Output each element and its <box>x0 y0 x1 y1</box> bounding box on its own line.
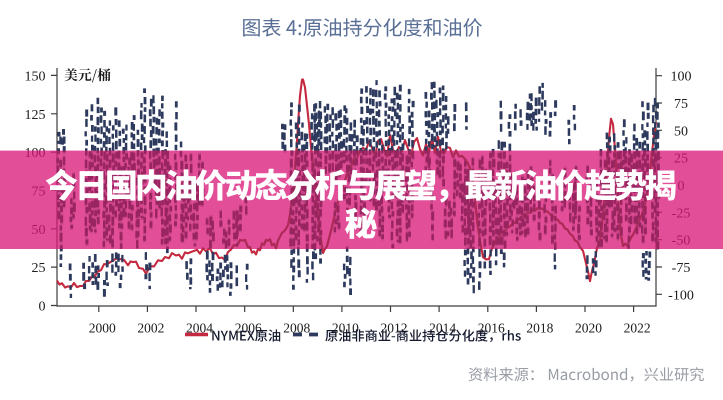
svg-text:2008: 2008 <box>283 321 310 336</box>
svg-text:-75: -75 <box>672 261 691 276</box>
svg-text:2002: 2002 <box>137 321 164 336</box>
svg-text:150: 150 <box>25 69 46 84</box>
svg-text:2020: 2020 <box>575 321 602 336</box>
svg-text:-100: -100 <box>668 288 694 303</box>
svg-text:2012: 2012 <box>381 321 408 336</box>
svg-text:2010: 2010 <box>332 321 359 336</box>
svg-text:125: 125 <box>25 108 46 123</box>
svg-text:75: 75 <box>674 97 688 112</box>
svg-text:2006: 2006 <box>235 321 262 336</box>
svg-text:2000: 2000 <box>89 321 116 336</box>
svg-text:2018: 2018 <box>526 321 553 336</box>
svg-text:2014: 2014 <box>429 321 456 336</box>
svg-text:2022: 2022 <box>624 321 651 336</box>
svg-text:25: 25 <box>32 261 46 276</box>
svg-text:0: 0 <box>39 300 46 315</box>
svg-text:100: 100 <box>671 70 692 85</box>
svg-text:2004: 2004 <box>186 321 213 336</box>
svg-text:50: 50 <box>674 124 688 139</box>
